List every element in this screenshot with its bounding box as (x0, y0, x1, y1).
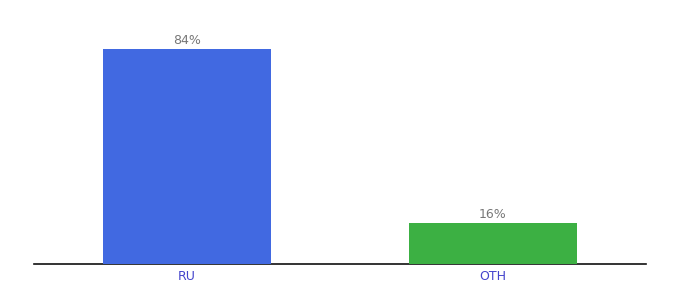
Text: 84%: 84% (173, 34, 201, 47)
Text: 16%: 16% (479, 208, 507, 221)
Bar (103, 49, 271, 264)
Bar (409, 223, 577, 264)
